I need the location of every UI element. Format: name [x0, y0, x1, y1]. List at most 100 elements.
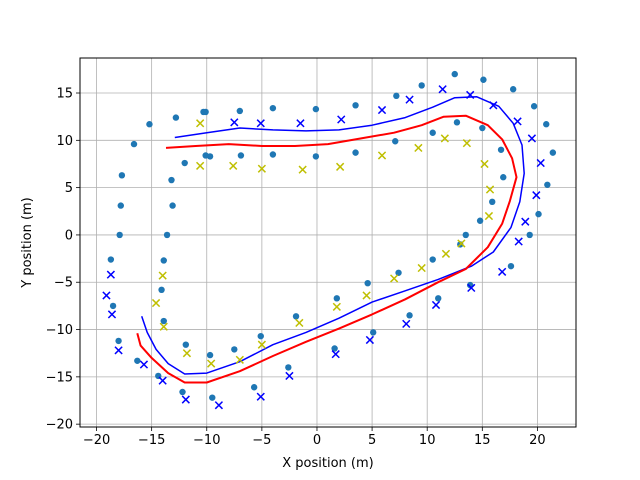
data-point-x	[256, 119, 265, 128]
x-tick-label: 15	[474, 433, 491, 448]
data-point-circle	[451, 70, 458, 78]
data-point-circle	[202, 108, 209, 116]
data-point-x	[196, 161, 205, 170]
data-point-x	[331, 350, 340, 359]
x-tick-label: 0	[313, 433, 321, 448]
data-point-x-stroke	[440, 134, 449, 143]
data-point-x-stroke	[331, 350, 340, 359]
data-point-x	[114, 346, 123, 355]
data-point-circle	[257, 332, 264, 340]
data-point-x	[480, 159, 489, 169]
data-point-circle	[476, 217, 484, 224]
data-point-x	[332, 302, 341, 311]
data-point-x	[230, 118, 239, 127]
data-point-x-stroke	[390, 274, 399, 283]
data-point-x-stroke	[485, 185, 495, 194]
data-point-x	[513, 117, 522, 126]
data-point-circle	[429, 256, 436, 263]
data-point-x-stroke	[365, 335, 375, 345]
data-point-circle	[158, 286, 165, 294]
data-point-circle	[269, 104, 277, 112]
data-point-x-stroke	[414, 143, 423, 153]
data-point-x-stroke	[296, 119, 305, 128]
data-point-circle	[543, 121, 550, 128]
data-point-x	[295, 318, 304, 328]
data-point-x	[257, 340, 266, 349]
data-point-x-stroke	[230, 118, 239, 127]
data-point-x-stroke	[438, 85, 447, 94]
trajectory-line	[136, 114, 518, 384]
data-point-circle	[435, 295, 442, 302]
data-point-x	[438, 85, 447, 94]
data-point-x	[377, 151, 387, 160]
data-point-circle	[115, 337, 122, 345]
data-point-x	[298, 165, 307, 174]
data-point-circle	[312, 153, 320, 160]
data-point-x	[335, 162, 345, 171]
data-point-circle	[418, 82, 425, 89]
data-point-x-stroke	[295, 318, 304, 328]
data-point-x	[159, 322, 168, 331]
data-point-circle	[352, 102, 359, 109]
data-point-x-stroke	[457, 239, 466, 248]
data-point-circle	[116, 231, 123, 239]
data-point-x	[514, 237, 523, 246]
data-point-circle	[429, 129, 436, 136]
x-tick-label: −5	[252, 433, 271, 448]
data-point-x-stroke	[207, 359, 216, 368]
data-point-circle	[109, 302, 117, 310]
y-tick-label: 10	[56, 134, 73, 149]
data-point-x-stroke	[335, 162, 345, 171]
data-point-x-stroke	[256, 119, 265, 128]
data-point-x	[405, 95, 414, 104]
plot-area-frame	[79, 57, 577, 428]
x-axis-label: X position (m)	[282, 456, 373, 471]
data-point-x-stroke	[466, 90, 475, 100]
data-point-x-stroke	[402, 319, 411, 328]
data-point-circle	[118, 172, 126, 179]
data-point-x-stroke	[480, 159, 489, 169]
data-point-x	[365, 335, 375, 345]
data-point-circle	[549, 149, 557, 156]
data-point-x-stroke	[484, 211, 494, 221]
data-point-circle	[172, 114, 180, 121]
x-tick-label: 5	[368, 433, 376, 448]
data-point-circle	[182, 341, 190, 348]
data-point-x	[462, 139, 472, 148]
data-point-x-stroke	[462, 139, 472, 148]
data-point-x	[235, 355, 244, 364]
data-point-circle	[479, 124, 486, 132]
data-point-x-stroke	[139, 360, 149, 369]
data-point-circle	[169, 202, 176, 209]
data-point-circle	[237, 152, 245, 159]
data-point-circle	[130, 140, 138, 148]
data-point-circle	[134, 357, 141, 364]
data-point-x	[485, 185, 495, 194]
data-point-circle	[392, 138, 399, 145]
data-point-x	[196, 119, 205, 128]
data-point-x-stroke	[256, 392, 265, 401]
data-point-x	[536, 158, 545, 168]
data-point-x	[229, 161, 238, 170]
data-point-x	[139, 360, 149, 369]
data-point-x	[207, 359, 216, 368]
data-point-x	[158, 271, 167, 280]
data-point-circle	[509, 86, 517, 93]
data-point-x-stroke	[151, 298, 161, 308]
x-tick-label: 10	[419, 433, 436, 448]
data-point-x	[256, 392, 265, 401]
x-tick-label: 20	[529, 433, 546, 448]
data-point-circle	[285, 364, 292, 371]
data-point-x	[440, 134, 449, 143]
data-point-x-stroke	[158, 271, 167, 280]
y-tick-label: −10	[46, 323, 73, 338]
y-tick-label: −20	[46, 418, 73, 433]
x-tick-label: −15	[138, 433, 165, 448]
data-point-x-stroke	[467, 283, 476, 293]
data-point-circle	[369, 329, 377, 336]
data-point-circle	[453, 119, 461, 126]
data-point-circle	[480, 76, 487, 83]
data-point-x	[296, 119, 305, 128]
data-point-x-stroke	[181, 395, 190, 404]
